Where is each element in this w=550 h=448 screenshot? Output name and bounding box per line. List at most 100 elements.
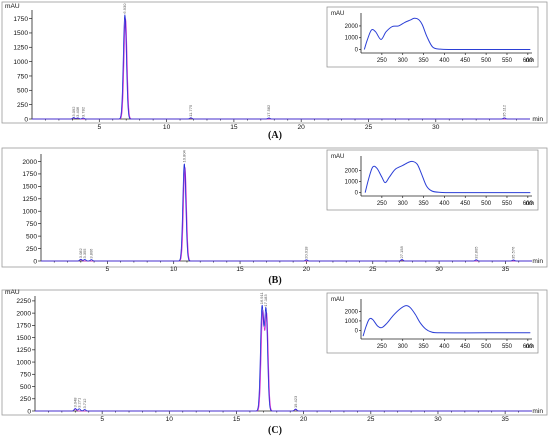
x-tick-label: 20 [298,124,306,131]
inset-x-tick-label: 550 [502,201,513,207]
inset-y-tick-label: 1000 [345,319,359,325]
inset-x-tick-label: 300 [398,344,409,350]
peak-label: 11.775 [188,104,193,117]
y-tick-label: 1750 [22,171,37,178]
y-tick-label: 1000 [13,59,28,66]
y-tick-label: 0 [24,116,28,123]
y-tick-label: 1750 [16,323,31,330]
uv-spectrum-line [363,17,531,50]
peak-label: 20.018 [304,246,309,259]
x-tick-label: 15 [236,266,244,273]
inset-x-tick-label: 450 [460,201,471,207]
y-tick-label: 0 [33,258,37,265]
x-tick-label: 25 [365,124,373,131]
inset-y-tick-label: 0 [355,47,359,53]
x-tick-label: 30 [434,416,442,423]
y-tick-label: 1500 [13,30,28,37]
inset-y-tick-label: 2000 [345,24,359,30]
inset-y-unit: mAU [331,154,344,160]
x-tick-label: 5 [100,416,104,423]
chart-panel-2: 0 250 500 750 1000 1250 1500 1750 2000 5 10 15 20 25 3… [1,147,548,286]
inset-x-tick-label: 550 [502,344,513,350]
inset-x-tick-label: 400 [439,201,450,207]
inset-x-tick-label: 250 [377,58,388,64]
inset-y-tick-label: 0 [355,328,359,334]
peak-label: 3.712 [82,398,87,409]
peak-label: 3.782 [80,106,85,117]
peak-label: 10.804 [182,149,187,162]
x-tick-label: 25 [369,266,377,273]
x-tick-label: 25 [367,416,375,423]
peak-label: 27.158 [399,245,404,258]
inset-y-unit: mAU [331,11,344,17]
y-tick-label: 1000 [22,209,37,216]
inset-y-tick-label: 1000 [345,180,359,186]
peak-label: 35.576 [511,246,516,259]
trace-1 [35,304,532,412]
peak-label: 3.048 [72,397,77,408]
panel-caption: (C) [268,425,282,436]
y-tick-label: 1750 [13,16,28,23]
inset-x-tick-label: 500 [481,201,492,207]
inset-y-tick-label: 0 [355,191,359,197]
x-tick-label: 5 [97,124,101,131]
inset-x-tick-label: 600 [523,344,534,350]
x-tick-label: 15 [233,416,241,423]
x-axis-unit: min [532,116,543,123]
x-tick-label: 10 [163,124,171,131]
y-tick-label: 0 [27,408,31,415]
trace-1 [41,163,532,262]
inset-y-tick-label: 1000 [345,36,359,42]
y-tick-label: 500 [26,233,37,240]
inset-x-tick-label: 300 [398,58,409,64]
x-tick-label: 35 [502,266,510,273]
x-tick-label: 15 [230,124,238,131]
peak-label: 16.911 [259,292,264,305]
inset-y-unit: mAU [331,297,344,303]
x-tick-label: 10 [170,266,178,273]
y-tick-label: 250 [17,102,28,109]
inset-x-tick-label: 450 [460,344,471,350]
uv-spectrum-inset: mAU nm 0 1000 2000 250 300 350 400 450 500 550 600 [326,149,539,211]
panel-caption: (A) [268,130,282,141]
inset-x-unit: nm [526,201,534,207]
x-tick-label: 5 [106,266,110,273]
y-tick-label: 2000 [16,310,31,317]
trace-1 [32,14,530,120]
inset-x-tick-label: 600 [523,201,534,207]
peak-label: 3.082 [78,247,83,258]
uv-spectrum-inset: mAU nm 0 1000 2000 250 300 350 400 450 500 550 600 [326,292,539,354]
peak-label: 3.406 [75,106,80,117]
inset-x-unit: nm [526,58,534,64]
y-tick-label: 1500 [22,184,37,191]
peak-label: 17.582 [266,104,271,117]
inset-x-tick-label: 350 [419,58,430,64]
inset-frame [326,6,539,68]
peak-label: 19.423 [293,395,298,408]
y-tick-label: 1250 [16,347,31,354]
inset-frame [326,149,539,211]
inset-y-tick-label: 2000 [345,168,359,174]
inset-x-tick-label: 400 [439,344,450,350]
uv-spectrum-line [362,305,531,337]
inset-y-tick-label: 2000 [345,309,359,315]
y-tick-label: 2250 [16,298,31,305]
peak-label: 17.183 [263,294,268,307]
x-tick-label: 30 [432,124,440,131]
inset-x-tick-label: 550 [502,58,513,64]
y-tick-label: 1500 [16,335,31,342]
y-tick-label: 500 [20,384,31,391]
uv-spectrum-inset: mAU nm 0 1000 2000 250 300 350 400 450 500 550 600 [326,6,539,68]
y-axis-unit: mAU [5,3,20,10]
peak-label: 3.355 [82,248,87,259]
peak-label: 6.930 [122,3,127,14]
inset-x-tick-label: 250 [377,344,388,350]
y-axis-unit: mAU [5,289,20,296]
peak-label: 3.806 [89,248,94,259]
y-tick-label: 1000 [16,359,31,366]
peak-label: 32.805 [473,246,478,259]
inset-x-tick-label: 450 [460,58,471,64]
